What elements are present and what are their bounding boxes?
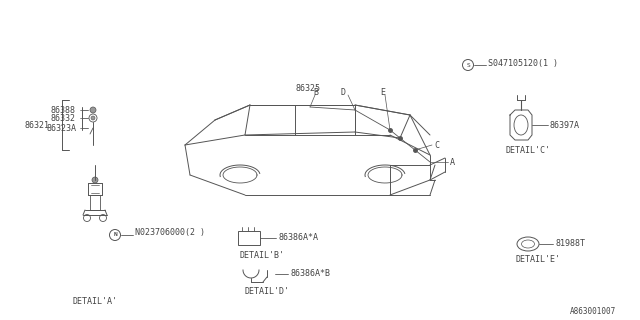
Text: D: D (340, 87, 345, 97)
Circle shape (92, 177, 98, 183)
Bar (238, 231, 260, 245)
Text: S: S (466, 62, 470, 68)
Text: N: N (113, 233, 117, 237)
Circle shape (90, 107, 96, 113)
Text: DETAIL'A': DETAIL'A' (72, 298, 117, 307)
Text: 86325: 86325 (295, 84, 320, 92)
Text: 86397A: 86397A (550, 121, 580, 130)
Text: C: C (434, 140, 439, 149)
Text: 86386A*B: 86386A*B (290, 269, 330, 278)
Text: N023706000(2 ): N023706000(2 ) (135, 228, 205, 237)
Text: DETAIL'D': DETAIL'D' (244, 287, 289, 297)
Text: A863001007: A863001007 (570, 308, 616, 316)
Text: 86323A: 86323A (46, 124, 76, 132)
Text: B: B (313, 87, 318, 97)
Circle shape (91, 116, 95, 120)
Text: DETAIL'E': DETAIL'E' (515, 255, 560, 265)
Text: A: A (450, 157, 455, 166)
Text: 86388: 86388 (50, 106, 75, 115)
Text: E: E (380, 87, 385, 97)
Text: DETAIL'B': DETAIL'B' (239, 251, 284, 260)
Text: 86386A*A: 86386A*A (278, 234, 318, 243)
Text: 81988T: 81988T (555, 239, 585, 249)
Text: 86332: 86332 (50, 114, 75, 123)
Text: DETAIL'C': DETAIL'C' (505, 146, 550, 155)
Text: 86321: 86321 (24, 121, 49, 130)
Text: S047105120(1 ): S047105120(1 ) (488, 59, 558, 68)
